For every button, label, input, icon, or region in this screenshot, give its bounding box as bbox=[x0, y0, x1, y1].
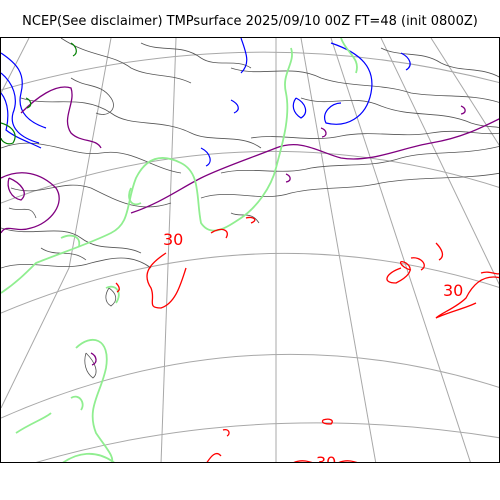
contour-line bbox=[200, 172, 499, 199]
longitude-line bbox=[380, 38, 499, 285]
green-contours bbox=[1, 38, 358, 462]
contour-line bbox=[410, 257, 425, 271]
contour-line bbox=[128, 187, 142, 206]
contour-line bbox=[105, 285, 120, 304]
contour-line bbox=[210, 228, 228, 239]
purple-contours bbox=[1, 86, 499, 366]
contour-line bbox=[25, 97, 32, 109]
contour-line bbox=[480, 271, 499, 275]
contour-line bbox=[130, 118, 499, 214]
contour-line bbox=[324, 42, 373, 125]
contour-line bbox=[338, 460, 358, 462]
contour-line bbox=[60, 234, 81, 247]
contour-line bbox=[1, 227, 142, 254]
contour-line bbox=[75, 338, 114, 462]
contour-line bbox=[1, 142, 182, 174]
contour-line bbox=[140, 42, 252, 69]
contour-line bbox=[84, 352, 97, 379]
red-contours bbox=[115, 216, 499, 462]
contour-line bbox=[7, 177, 25, 201]
contour-line bbox=[285, 173, 291, 183]
contour-line bbox=[230, 67, 499, 103]
contour-line bbox=[293, 460, 313, 462]
longitude-line bbox=[160, 38, 177, 462]
contour-line bbox=[300, 97, 499, 128]
contour-line bbox=[60, 38, 192, 84]
latitude-line bbox=[36, 422, 499, 462]
contour-line bbox=[200, 147, 211, 167]
contour-line bbox=[1, 52, 47, 129]
contour-line bbox=[292, 97, 307, 119]
contour-line bbox=[20, 97, 262, 149]
latitude-line bbox=[1, 252, 499, 314]
contour-line bbox=[245, 216, 256, 224]
map-title: NCEP(See disclaimer) TMPsurface 2025/09/… bbox=[22, 14, 478, 29]
gray-contours bbox=[1, 38, 499, 379]
contour-line bbox=[1, 257, 152, 269]
contour-line bbox=[220, 146, 499, 174]
contour-line bbox=[380, 47, 499, 78]
longitude-line bbox=[430, 38, 499, 146]
contour-line bbox=[105, 287, 117, 307]
temperature-contour-map: 30 30 30 bbox=[1, 38, 499, 463]
contour-line bbox=[250, 130, 499, 139]
contour-label-30: 30 bbox=[163, 230, 183, 249]
contour-line bbox=[20, 86, 102, 149]
contour-line bbox=[435, 276, 499, 319]
contour-line bbox=[460, 105, 466, 115]
contour-line bbox=[115, 282, 120, 293]
contour-line bbox=[1, 47, 293, 294]
latitude-line bbox=[1, 51, 499, 91]
contour-line bbox=[70, 42, 77, 57]
contour-line bbox=[1, 72, 40, 144]
longitude-line bbox=[300, 38, 377, 462]
contour-line bbox=[146, 252, 187, 309]
longitude-line bbox=[1, 38, 30, 94]
contour-line bbox=[386, 261, 412, 284]
contour-line bbox=[321, 418, 333, 425]
contour-line bbox=[8, 207, 37, 219]
contour-line bbox=[70, 77, 114, 115]
contour-line bbox=[230, 99, 239, 114]
contour-line bbox=[1, 92, 42, 149]
contour-line bbox=[320, 127, 327, 138]
darkgreen-contours bbox=[1, 42, 77, 145]
contour-line bbox=[240, 38, 248, 74]
contour-label-30: 30 bbox=[443, 281, 463, 300]
graticule bbox=[1, 38, 499, 462]
contour-line bbox=[90, 352, 97, 366]
contour-line bbox=[206, 452, 222, 462]
contour-label-30: 30 bbox=[316, 453, 336, 463]
map-panel: 30 30 30 bbox=[0, 37, 500, 463]
blue-contours bbox=[1, 38, 411, 167]
longitude-line bbox=[330, 38, 471, 462]
contour-line bbox=[222, 428, 230, 437]
contour-line bbox=[62, 452, 115, 462]
contour-line bbox=[15, 412, 52, 434]
contour-line bbox=[340, 38, 358, 74]
contour-line bbox=[10, 184, 172, 208]
contour-line bbox=[400, 52, 411, 71]
contour-line bbox=[435, 242, 444, 261]
contour-line bbox=[1, 122, 16, 145]
latitude-line bbox=[1, 353, 499, 419]
latitude-line bbox=[1, 151, 499, 204]
contour-line bbox=[1, 172, 60, 234]
longitude-line bbox=[1, 38, 112, 409]
contour-line bbox=[70, 395, 84, 411]
